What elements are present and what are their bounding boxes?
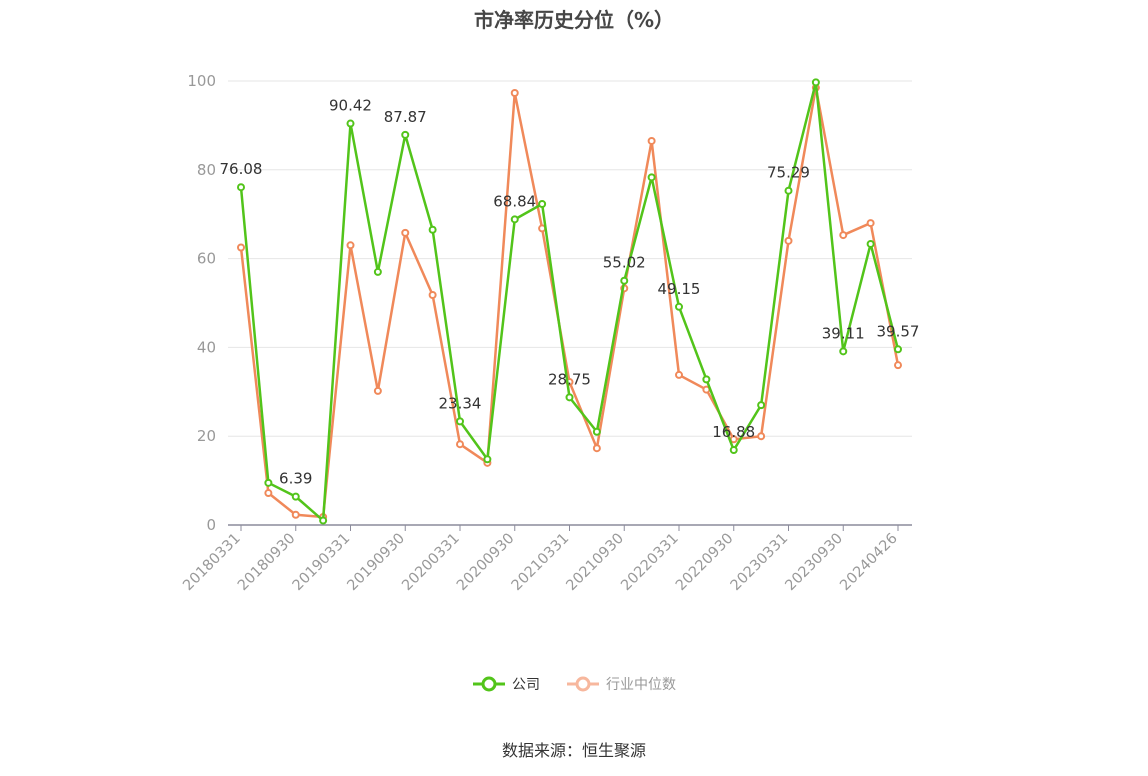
x-tick-label: 20210930 — [564, 531, 628, 595]
x-tick-label: 20210331 — [509, 531, 573, 595]
company-data-label: 75.29 — [767, 164, 810, 182]
company-data-label: 28.75 — [548, 370, 591, 388]
company-point — [839, 347, 848, 356]
x-tick-label: 20220930 — [673, 531, 737, 595]
company-data-label: 39.57 — [877, 322, 920, 340]
industry-point — [784, 236, 793, 245]
x-tick-label: 20200331 — [399, 531, 463, 595]
x-tick-label: 20180331 — [180, 531, 244, 595]
source-note: 数据来源：恒生聚源 — [501, 741, 646, 760]
x-tick-label: 20240426 — [837, 531, 901, 595]
company-point — [894, 345, 902, 354]
industry-point — [291, 510, 300, 519]
company-point — [319, 516, 328, 525]
company-point — [538, 199, 547, 208]
company-point — [866, 239, 875, 248]
y-tick-label: 40 — [197, 338, 216, 356]
industry-point — [373, 386, 382, 395]
company-data-label: 87.87 — [384, 108, 427, 126]
company-point — [729, 446, 738, 455]
legend-item-company[interactable]: 公司 — [472, 674, 540, 694]
company-point — [291, 492, 300, 501]
industry-point — [757, 432, 766, 441]
industry-point — [264, 489, 273, 498]
company-data-label: 6.39 — [279, 470, 312, 488]
x-tick-label: 20190331 — [290, 531, 354, 595]
x-tick-label: 20180930 — [235, 531, 299, 595]
company-data-label: 55.02 — [603, 254, 646, 272]
company-point — [784, 186, 793, 195]
industry-point — [647, 136, 656, 145]
series-lines — [237, 78, 902, 525]
company-point — [456, 417, 464, 426]
company-data-label: 90.42 — [329, 97, 372, 115]
x-tick-label: 20190930 — [345, 531, 409, 595]
company-data-label: 39.11 — [822, 324, 865, 342]
legend-company-marker-icon — [473, 676, 505, 692]
industry-point — [510, 88, 519, 97]
chart-title: 市净率历史分位（%） — [473, 8, 675, 32]
company-data-label: 49.15 — [658, 280, 701, 298]
industry-point — [592, 444, 601, 453]
industry-point — [346, 241, 355, 250]
company-point — [757, 401, 766, 410]
legend-label-company: 公司 — [512, 677, 540, 693]
y-tick-label: 60 — [197, 250, 216, 268]
company-point — [702, 375, 711, 384]
company-point — [483, 455, 492, 464]
company-point — [373, 267, 382, 276]
legend-industry-marker-icon — [567, 676, 599, 692]
company-point — [565, 393, 574, 402]
company-point — [264, 478, 273, 487]
company-data-label: 23.34 — [439, 394, 482, 412]
company-data-label: 16.88 — [712, 423, 755, 441]
company-point — [428, 225, 437, 234]
industry-point — [839, 231, 848, 240]
y-tick-label: 0 — [206, 516, 216, 534]
company-data-label: 76.08 — [220, 160, 263, 178]
company-point — [401, 130, 410, 139]
company-point — [675, 302, 683, 311]
industry-point — [894, 361, 902, 370]
company-point — [811, 78, 820, 87]
industry-point — [866, 219, 875, 228]
data-labels: 76.08 6.39 90.42 87.87 23.34 68.84 28.75 55.02 4… — [220, 97, 920, 488]
company-point — [592, 427, 601, 436]
company-data-label: 68.84 — [493, 192, 536, 210]
x-tick-label: 20230331 — [728, 531, 792, 595]
company-point — [237, 183, 245, 192]
industry-point — [456, 440, 464, 449]
industry-point — [237, 243, 245, 252]
axes: 0 20 40 60 80 100 2018033120180930201903312019… — [180, 72, 912, 594]
x-tick-label: 20200930 — [454, 531, 518, 595]
x-tick-label: 20230930 — [783, 531, 847, 595]
company-point — [346, 119, 355, 128]
legend-item-industry[interactable]: 行业中位数 — [566, 674, 676, 694]
y-tick-label: 80 — [197, 161, 216, 179]
company-point — [620, 276, 629, 285]
legend: 公司 行业中位数 — [0, 674, 1148, 694]
y-tick-label: 100 — [187, 72, 216, 90]
company-series-line — [239, 81, 900, 522]
y-tick-label: 20 — [197, 427, 216, 445]
legend-label-industry: 行业中位数 — [606, 677, 676, 693]
company-point — [647, 173, 656, 182]
industry-point — [428, 291, 437, 300]
company-point — [510, 215, 519, 224]
industry-point — [675, 370, 683, 379]
industry-point — [401, 228, 410, 237]
x-tick-label: 20220331 — [618, 531, 682, 595]
